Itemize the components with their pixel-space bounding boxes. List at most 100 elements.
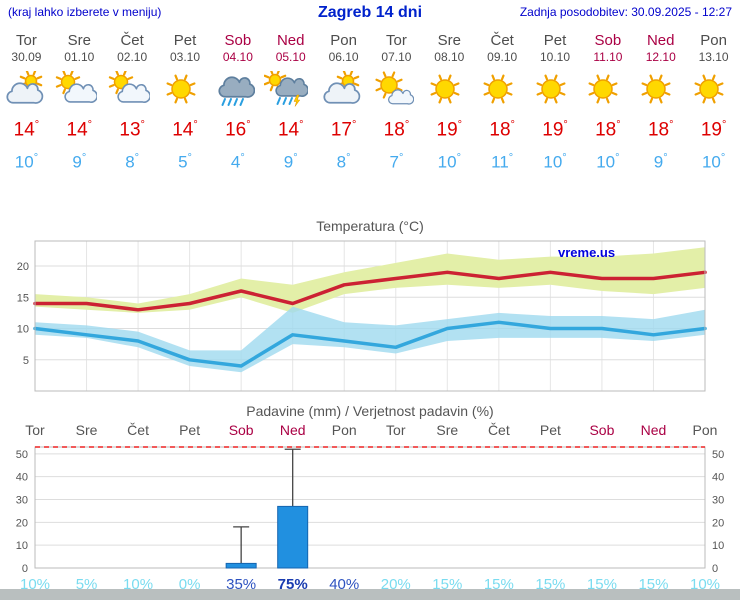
probability-label: 35% xyxy=(226,576,256,592)
day-column-10[interactable]: Pet 10.10 19° 10° xyxy=(529,32,582,174)
temperature-chart-block: Temperatura (°C) 5 10 15 20 vreme.us xyxy=(0,218,740,397)
mostly-sunny-icon xyxy=(370,71,423,111)
watermark-link[interactable]: vreme.us xyxy=(558,244,616,260)
day-name: Pet xyxy=(173,32,197,49)
y-tick-label-left: 10 xyxy=(16,540,28,552)
day-column-9[interactable]: Čet 09.10 18° 11° xyxy=(476,32,529,174)
temp-min-value: 8° xyxy=(336,152,351,172)
y-tick-label-left: 0 xyxy=(22,563,28,575)
y-tick-label-left: 20 xyxy=(16,517,28,529)
partly-cloudy-icon xyxy=(53,71,106,111)
day-column-8[interactable]: Sre 08.10 19° 10° xyxy=(423,32,476,174)
day-date: 06.10 xyxy=(328,50,359,64)
day-date: 13.10 xyxy=(698,50,729,64)
day-label: Pet xyxy=(540,422,561,438)
day-label: Ned xyxy=(641,422,667,438)
day-name: Čet xyxy=(120,32,144,49)
day-column-6[interactable]: Pon 06.10 17° 8° xyxy=(317,32,370,174)
probability-label: 10% xyxy=(123,576,153,592)
sun-icon xyxy=(529,71,582,111)
day-column-0[interactable]: Tor 30.09 14° 10° xyxy=(0,32,53,174)
temp-min-value: 9° xyxy=(653,152,668,172)
temp-chart-title: Temperatura (°C) xyxy=(316,217,424,234)
day-label: Sre xyxy=(436,422,458,438)
sun-icon xyxy=(581,71,634,111)
day-date: 10.10 xyxy=(540,50,571,64)
day-column-11[interactable]: Sob 11.10 18° 10° xyxy=(581,32,634,174)
sun-icon xyxy=(159,71,212,111)
menu-hint: (kraj lahko izberete v meniju) xyxy=(8,5,162,19)
page-title: Zagreb 14 dni xyxy=(317,4,423,21)
header: (kraj lahko izberete v meniju) Zagreb 14… xyxy=(0,0,740,26)
probability-label: 40% xyxy=(329,576,359,592)
day-label: Sre xyxy=(76,422,98,438)
probability-label: 20% xyxy=(381,576,411,592)
temp-max-value: 18° xyxy=(489,119,515,141)
y-tick-label-right: 50 xyxy=(712,449,724,461)
day-label: Ned xyxy=(280,422,306,438)
day-name: Pon xyxy=(700,32,727,49)
day-name: Sob xyxy=(594,32,622,49)
temp-min-value: 8° xyxy=(125,152,140,172)
day-column-4[interactable]: Sob 04.10 16° 4° xyxy=(211,32,264,174)
day-name: Ned xyxy=(646,32,675,49)
sun-icon xyxy=(634,71,687,111)
temp-max-value: 13° xyxy=(119,119,145,141)
day-column-3[interactable]: Pet 03.10 14° 5° xyxy=(159,32,212,174)
temp-min-value: 10° xyxy=(543,152,567,172)
y-tick-label-left: 40 xyxy=(16,472,28,484)
day-column-13[interactable]: Pon 13.10 19° 10° xyxy=(687,32,740,174)
day-label: Sob xyxy=(229,422,254,438)
probability-label: 15% xyxy=(484,576,514,592)
rain-icon xyxy=(211,71,264,111)
temp-max-value: 14° xyxy=(172,119,198,141)
day-column-7[interactable]: Tor 07.10 18° 7° xyxy=(370,32,423,174)
temp-min-value: 11° xyxy=(491,152,514,172)
day-column-12[interactable]: Ned 12.10 18° 9° xyxy=(634,32,687,174)
day-column-5[interactable]: Ned 05.10 14° 9° xyxy=(264,32,317,174)
day-label: Sob xyxy=(589,422,614,438)
y-tick-label-left: 50 xyxy=(16,449,28,461)
temp-min-band xyxy=(35,306,705,373)
temp-max-value: 16° xyxy=(225,119,251,141)
temp-min-value: 5° xyxy=(178,152,192,172)
day-date: 03.10 xyxy=(169,50,201,64)
day-label: Čet xyxy=(488,422,510,438)
cloudy-icon xyxy=(317,71,370,111)
y-tick-label: 5 xyxy=(23,355,29,367)
day-column-1[interactable]: Sre 01.10 14° 9° xyxy=(53,32,106,174)
day-label: Pon xyxy=(693,422,718,438)
probability-label: 15% xyxy=(587,576,617,592)
temp-min-value: 4° xyxy=(230,152,245,172)
day-label: Pon xyxy=(332,422,357,438)
day-name: Sre xyxy=(67,32,91,49)
last-update: Zadnja posodobitev: 30.09.2025 - 12:27 xyxy=(519,5,732,19)
precipitation-chart-svg: Tor Sre Čet Pet Sob Ned Pon Tor Sre Čet Pet Sob Ned P… xyxy=(16,422,725,592)
bottom-scrollbar[interactable] xyxy=(0,589,740,600)
rain-sun-icon xyxy=(264,71,317,111)
day-date: 04.10 xyxy=(222,50,253,64)
probability-label: 75% xyxy=(278,576,308,592)
temp-max-value: 18° xyxy=(595,119,621,141)
day-name: Ned xyxy=(276,32,305,49)
temp-min-value: 9° xyxy=(72,152,87,172)
day-name: Sob xyxy=(224,32,252,49)
day-date: 07.10 xyxy=(381,50,412,64)
y-tick-label: 20 xyxy=(17,261,29,273)
temp-max-value: 18° xyxy=(647,119,674,141)
day-name: Sre xyxy=(437,32,461,49)
sun-icon xyxy=(476,71,529,111)
probability-label: 5% xyxy=(76,576,98,592)
temp-min-value: 10° xyxy=(596,152,620,172)
forecast-strip: Tor 30.09 14° 10° Sre 01.10 14° 9° Čet 02.10 13° 8°… xyxy=(0,26,740,174)
day-column-2[interactable]: Čet 02.10 13° 8° xyxy=(106,32,159,174)
temp-max-value: 18° xyxy=(383,119,410,141)
y-tick-label-right: 20 xyxy=(712,517,724,529)
probability-label: 10% xyxy=(20,576,50,592)
probability-label: 15% xyxy=(638,576,668,592)
temp-min-value: 7° xyxy=(389,152,404,172)
probability-label: 15% xyxy=(432,576,462,592)
day-label: Tor xyxy=(25,422,45,438)
day-date: 30.09 xyxy=(11,50,42,64)
